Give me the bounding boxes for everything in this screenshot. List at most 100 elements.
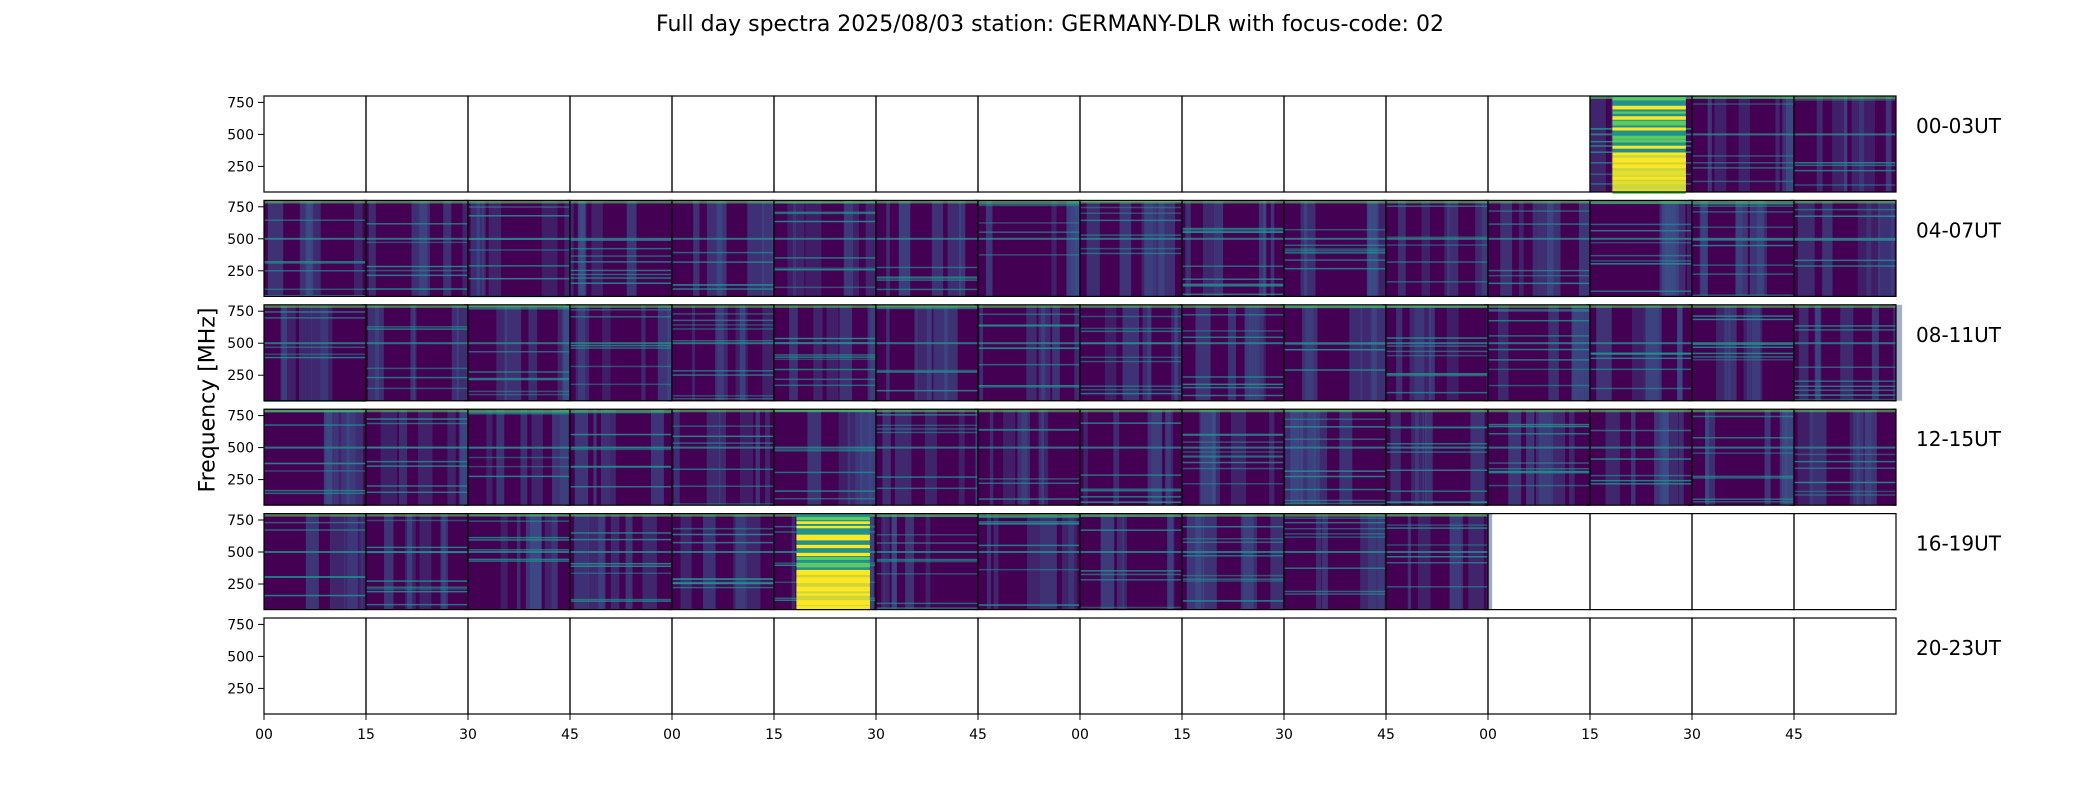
- y-tick-label: 750: [227, 513, 254, 529]
- spectrogram-panel: [569, 199, 673, 297]
- spectrogram-panel: [263, 199, 382, 297]
- spectrogram-panel: [365, 95, 469, 193]
- x-tick-label: 15: [1173, 727, 1191, 743]
- x-tick-label: 45: [1377, 727, 1395, 743]
- spectrogram-panel: [467, 199, 571, 298]
- spectrogram-panel: [263, 408, 367, 506]
- spectrogram-panel: [467, 408, 577, 506]
- spectrogram-panel: [1385, 408, 1489, 506]
- y-tick-label: 250: [227, 681, 254, 697]
- spectrogram-panel: [1181, 617, 1285, 715]
- y-tick-label: 500: [227, 649, 254, 665]
- spectrogram-panel: [365, 408, 473, 506]
- x-tick-label: 00: [1479, 727, 1497, 743]
- spectrogram-panel: [1283, 617, 1387, 715]
- spectrogram-panel: [671, 512, 789, 611]
- spectrogram-panel: [1181, 199, 1285, 297]
- spectrogram-panel: [569, 95, 673, 193]
- spectrogram-panel: [1691, 408, 1798, 506]
- spectrogram-panel: [1589, 95, 1693, 194]
- spectrogram-panel: [1283, 512, 1399, 611]
- row-time-label: 16-19UT: [1916, 532, 2002, 556]
- x-tick-label: 00: [255, 727, 273, 743]
- spectrogram-panel: [263, 617, 367, 715]
- spectrogram-panel: [977, 304, 1088, 402]
- spectrogram-panel: [1181, 408, 1285, 506]
- spectrogram-panel: [1487, 408, 1591, 506]
- spectra-row: 250 500 750 20-23UT: [227, 617, 2002, 715]
- spectra-row: 250 500 750 08-11UT: [227, 304, 2002, 402]
- spectra-row: 250 500 750 00-03UT: [227, 95, 2002, 194]
- spectrogram-panel: [773, 512, 877, 611]
- row-time-label: 12-15UT: [1916, 427, 2002, 451]
- spectrogram-panel: [1079, 199, 1183, 297]
- y-tick-label: 250: [227, 159, 254, 175]
- spectrogram-panel: [773, 199, 881, 297]
- spectrogram-panel: [671, 617, 775, 715]
- spectrogram-panel: [1793, 199, 1897, 297]
- x-tick-label: 30: [1683, 727, 1701, 743]
- spectrogram-panel: [1079, 512, 1183, 611]
- spectrogram-panel: [1079, 95, 1183, 193]
- spectrogram-panel: [1487, 512, 1591, 611]
- row-time-label: 04-07UT: [1916, 218, 2002, 242]
- spectrogram-panel: [1487, 199, 1591, 298]
- x-tick-label: 15: [765, 727, 783, 743]
- y-tick-label: 250: [227, 264, 254, 280]
- spectrogram-panel: [1793, 408, 1897, 506]
- spectrogram-panel: [773, 408, 883, 506]
- spectrogram-panel: [875, 95, 979, 193]
- spectrogram-panel: [1181, 304, 1285, 402]
- x-tick-label: 45: [969, 727, 987, 743]
- spectrogram-panel: [1385, 199, 1493, 297]
- spectra-row: 250 500 750 12-15UT: [227, 408, 2002, 506]
- spectrogram-panel: [1079, 304, 1183, 402]
- spectrogram-panel: [773, 95, 877, 193]
- y-tick-label: 750: [227, 200, 254, 216]
- x-tick-label: 30: [1275, 727, 1293, 743]
- y-tick-label: 250: [227, 473, 254, 489]
- x-tick-label: 30: [459, 727, 477, 743]
- y-tick-label: 500: [227, 441, 254, 457]
- spectrogram-panel: [263, 95, 367, 193]
- spectrogram-panel: [1691, 617, 1795, 715]
- spectrogram-panel: [467, 304, 576, 402]
- spectrogram-panel: [467, 617, 571, 715]
- spectrogram-panel: [1283, 95, 1387, 193]
- spectrogram-panel: [1793, 617, 1897, 715]
- spectrogram-panel: [569, 512, 673, 611]
- spectrogram-panel: [671, 304, 775, 402]
- spectrogram-panel: [977, 408, 1081, 506]
- spectrogram-panel: [1589, 617, 1693, 715]
- spectrogram-panel: [467, 95, 571, 193]
- spectrogram-panel: [671, 408, 775, 506]
- spectrogram-panel: [1793, 304, 1903, 402]
- spectrogram-panel: [1589, 512, 1693, 611]
- spectrogram-panel: [1589, 199, 1695, 297]
- spectrogram-panel: [1691, 95, 1802, 193]
- x-tick-label: 45: [1785, 727, 1803, 743]
- spectrogram-panel: [365, 617, 469, 715]
- y-tick-label: 500: [227, 232, 254, 248]
- spectrogram-panel: [1385, 304, 1494, 402]
- spectrogram-panel: [1691, 304, 1795, 402]
- y-tick-label: 750: [227, 304, 254, 320]
- spectrogram-panel: [1283, 408, 1387, 506]
- spectrogram-panel: [1589, 408, 1693, 506]
- x-tick-label: 30: [867, 727, 885, 743]
- spectrogram-panel: [569, 617, 673, 715]
- y-tick-label: 500: [227, 127, 254, 143]
- spectrogram-panel: [263, 512, 379, 611]
- spectrogram-panel: [1181, 512, 1287, 611]
- spectrogram-panel: [569, 304, 680, 402]
- spectrogram-panel: [875, 199, 979, 297]
- spectra-row: 250 500 750 16-19UT: [227, 512, 2002, 611]
- spectrogram-panel: [977, 199, 1092, 297]
- y-tick-label: 500: [227, 336, 254, 352]
- row-time-label: 08-11UT: [1916, 323, 2002, 347]
- spectrogram-panel: [671, 199, 780, 297]
- spectrogram-panel: [773, 617, 877, 715]
- spectrogram-panel: [1691, 512, 1795, 611]
